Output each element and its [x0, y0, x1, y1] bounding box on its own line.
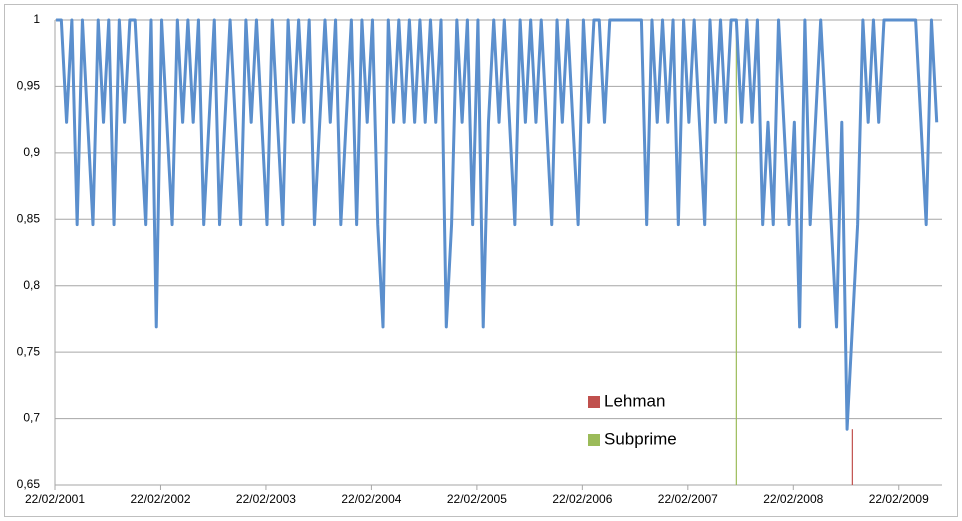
- y-tick-label: 0,9: [23, 145, 40, 159]
- x-tick-label: 22/02/2003: [236, 492, 296, 506]
- y-tick-label: 0,95: [17, 79, 41, 93]
- x-tick-label: 22/02/2007: [658, 492, 718, 506]
- y-tick-label: 0,75: [17, 344, 41, 358]
- legend-label: Lehman: [604, 391, 665, 410]
- y-tick-label: 0,8: [23, 278, 40, 292]
- y-tick-label: 0,85: [17, 211, 41, 225]
- y-tick-label: 0,7: [23, 411, 40, 425]
- x-tick-label: 22/02/2001: [25, 492, 85, 506]
- x-tick-label: 22/02/2006: [552, 492, 612, 506]
- data-line: [56, 18, 939, 431]
- y-tick-label: 0,65: [17, 477, 41, 491]
- x-tick-label: 22/02/2008: [763, 492, 823, 506]
- y-tick-label: 1: [33, 12, 40, 26]
- x-tick-label: 22/02/2009: [869, 492, 929, 506]
- x-tick-label: 22/02/2004: [341, 492, 401, 506]
- x-tick-label: 22/02/2002: [130, 492, 190, 506]
- x-tick-label: 22/02/2005: [447, 492, 507, 506]
- legend-swatch: [588, 434, 600, 446]
- legend-label: Subprime: [604, 429, 677, 448]
- legend-swatch: [588, 396, 600, 408]
